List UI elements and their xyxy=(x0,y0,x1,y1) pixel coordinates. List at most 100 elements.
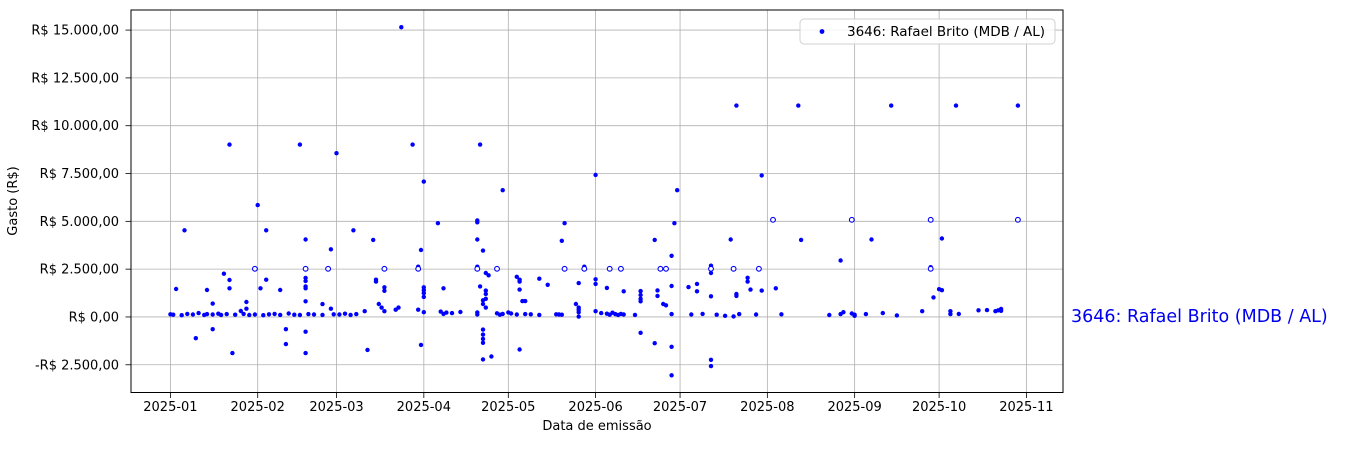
scatter-point xyxy=(514,312,519,317)
scatter-point xyxy=(652,341,657,346)
y-tick-label: R$ 7.500,00 xyxy=(40,167,119,182)
scatter-point xyxy=(669,373,674,378)
scatter-point xyxy=(593,281,598,287)
plot-border xyxy=(130,9,1064,393)
scatter-point xyxy=(827,312,832,318)
scatter-point xyxy=(638,330,643,335)
scatter-point xyxy=(477,142,483,147)
scatter-point xyxy=(286,311,291,316)
scatter-point xyxy=(416,307,421,312)
scatter-point xyxy=(638,292,643,298)
scatter-point xyxy=(863,311,869,317)
scatter-point xyxy=(303,275,308,281)
scatter-point xyxy=(755,265,762,272)
series-annotation-label: 3646: Rafael Brito (MDB / AL) xyxy=(1071,307,1328,327)
scatter-point xyxy=(745,279,750,284)
scatter-point xyxy=(238,308,243,314)
scatter-point xyxy=(700,311,705,317)
scatter-point xyxy=(927,216,934,223)
scatter-point xyxy=(204,311,210,317)
scatter-point xyxy=(266,312,272,317)
scatter-point xyxy=(894,313,900,318)
y-axis-label: Gasto (R$) xyxy=(6,166,21,235)
scatter-point xyxy=(998,308,1004,313)
data-points xyxy=(168,25,1021,378)
scatter-point xyxy=(655,293,660,299)
scatter-point xyxy=(382,309,387,314)
scatter-point xyxy=(770,216,776,223)
scatter-point xyxy=(714,312,719,317)
scatter-point xyxy=(889,103,894,108)
scatter-point xyxy=(480,357,486,362)
scatter-point xyxy=(272,311,277,317)
scatter-point xyxy=(381,265,388,272)
scatter-point xyxy=(689,312,694,317)
scatter-point xyxy=(927,265,934,272)
scatter-point xyxy=(185,311,190,317)
scatter-point xyxy=(745,275,750,280)
scatter-point xyxy=(418,342,424,348)
scatter-point xyxy=(278,312,283,318)
scatter-point xyxy=(939,288,945,293)
scatter-point xyxy=(675,188,680,193)
scatter-point xyxy=(730,265,737,272)
scatter-point xyxy=(559,312,564,317)
scatter-point xyxy=(939,236,945,241)
scatter-point xyxy=(244,306,249,311)
scatter-point xyxy=(734,103,739,108)
scatter-point xyxy=(421,294,426,300)
scatter-point xyxy=(841,310,846,315)
scatter-point xyxy=(686,284,691,290)
scatter-point xyxy=(694,281,700,287)
scatter-point xyxy=(418,247,424,253)
scatter-point xyxy=(655,288,660,293)
scatter-point xyxy=(278,287,283,293)
scatter-point xyxy=(561,265,568,272)
scatter-point xyxy=(953,103,959,108)
scatter-point xyxy=(477,284,483,289)
scatter-point xyxy=(722,313,728,318)
scatter-point xyxy=(976,308,981,313)
scatter-point xyxy=(838,258,843,263)
scatter-point xyxy=(500,188,505,193)
scatter-point xyxy=(880,310,885,316)
x-tick-label: 2025-03 xyxy=(309,400,363,415)
scatter-point xyxy=(621,312,626,317)
scatter-point xyxy=(233,312,238,317)
scatter-point xyxy=(311,312,317,317)
scatter-point xyxy=(606,265,613,272)
y-tick-label: -R$ 2.500,00 xyxy=(35,358,119,373)
scatter-point xyxy=(371,237,376,243)
scatter-point xyxy=(708,265,714,272)
scatter-point xyxy=(210,312,215,317)
scatter-point xyxy=(382,288,387,293)
scatter-point xyxy=(204,287,210,293)
scatter-point xyxy=(320,301,325,307)
scatter-point xyxy=(796,103,801,108)
scatter-point xyxy=(441,286,446,291)
scatter-point xyxy=(672,221,677,226)
scatter-point xyxy=(328,306,334,311)
scatter-point xyxy=(581,265,588,272)
scatter-point xyxy=(303,286,308,291)
y-tick-label: R$ 0,00 xyxy=(69,310,119,325)
scatter-point xyxy=(435,221,441,226)
scatter-point xyxy=(382,285,387,290)
scatter-point xyxy=(227,286,232,291)
x-tick-label: 2025-06 xyxy=(568,400,622,415)
x-tick-label: 2025-10 xyxy=(912,400,966,415)
x-tick-label: 2025-11 xyxy=(999,400,1053,415)
scatter-point xyxy=(331,312,336,317)
scatter-point xyxy=(576,280,581,286)
scatter-point xyxy=(737,311,742,317)
scatter-point xyxy=(362,309,367,314)
scatter-point xyxy=(283,327,289,332)
scatter-point xyxy=(523,311,528,317)
x-tick-label: 2025-01 xyxy=(143,400,197,415)
scatter-point xyxy=(230,350,235,356)
scatter-point xyxy=(396,305,401,310)
scatter-point xyxy=(410,142,415,147)
scatter-point xyxy=(302,265,309,272)
scatter-point xyxy=(480,327,486,332)
